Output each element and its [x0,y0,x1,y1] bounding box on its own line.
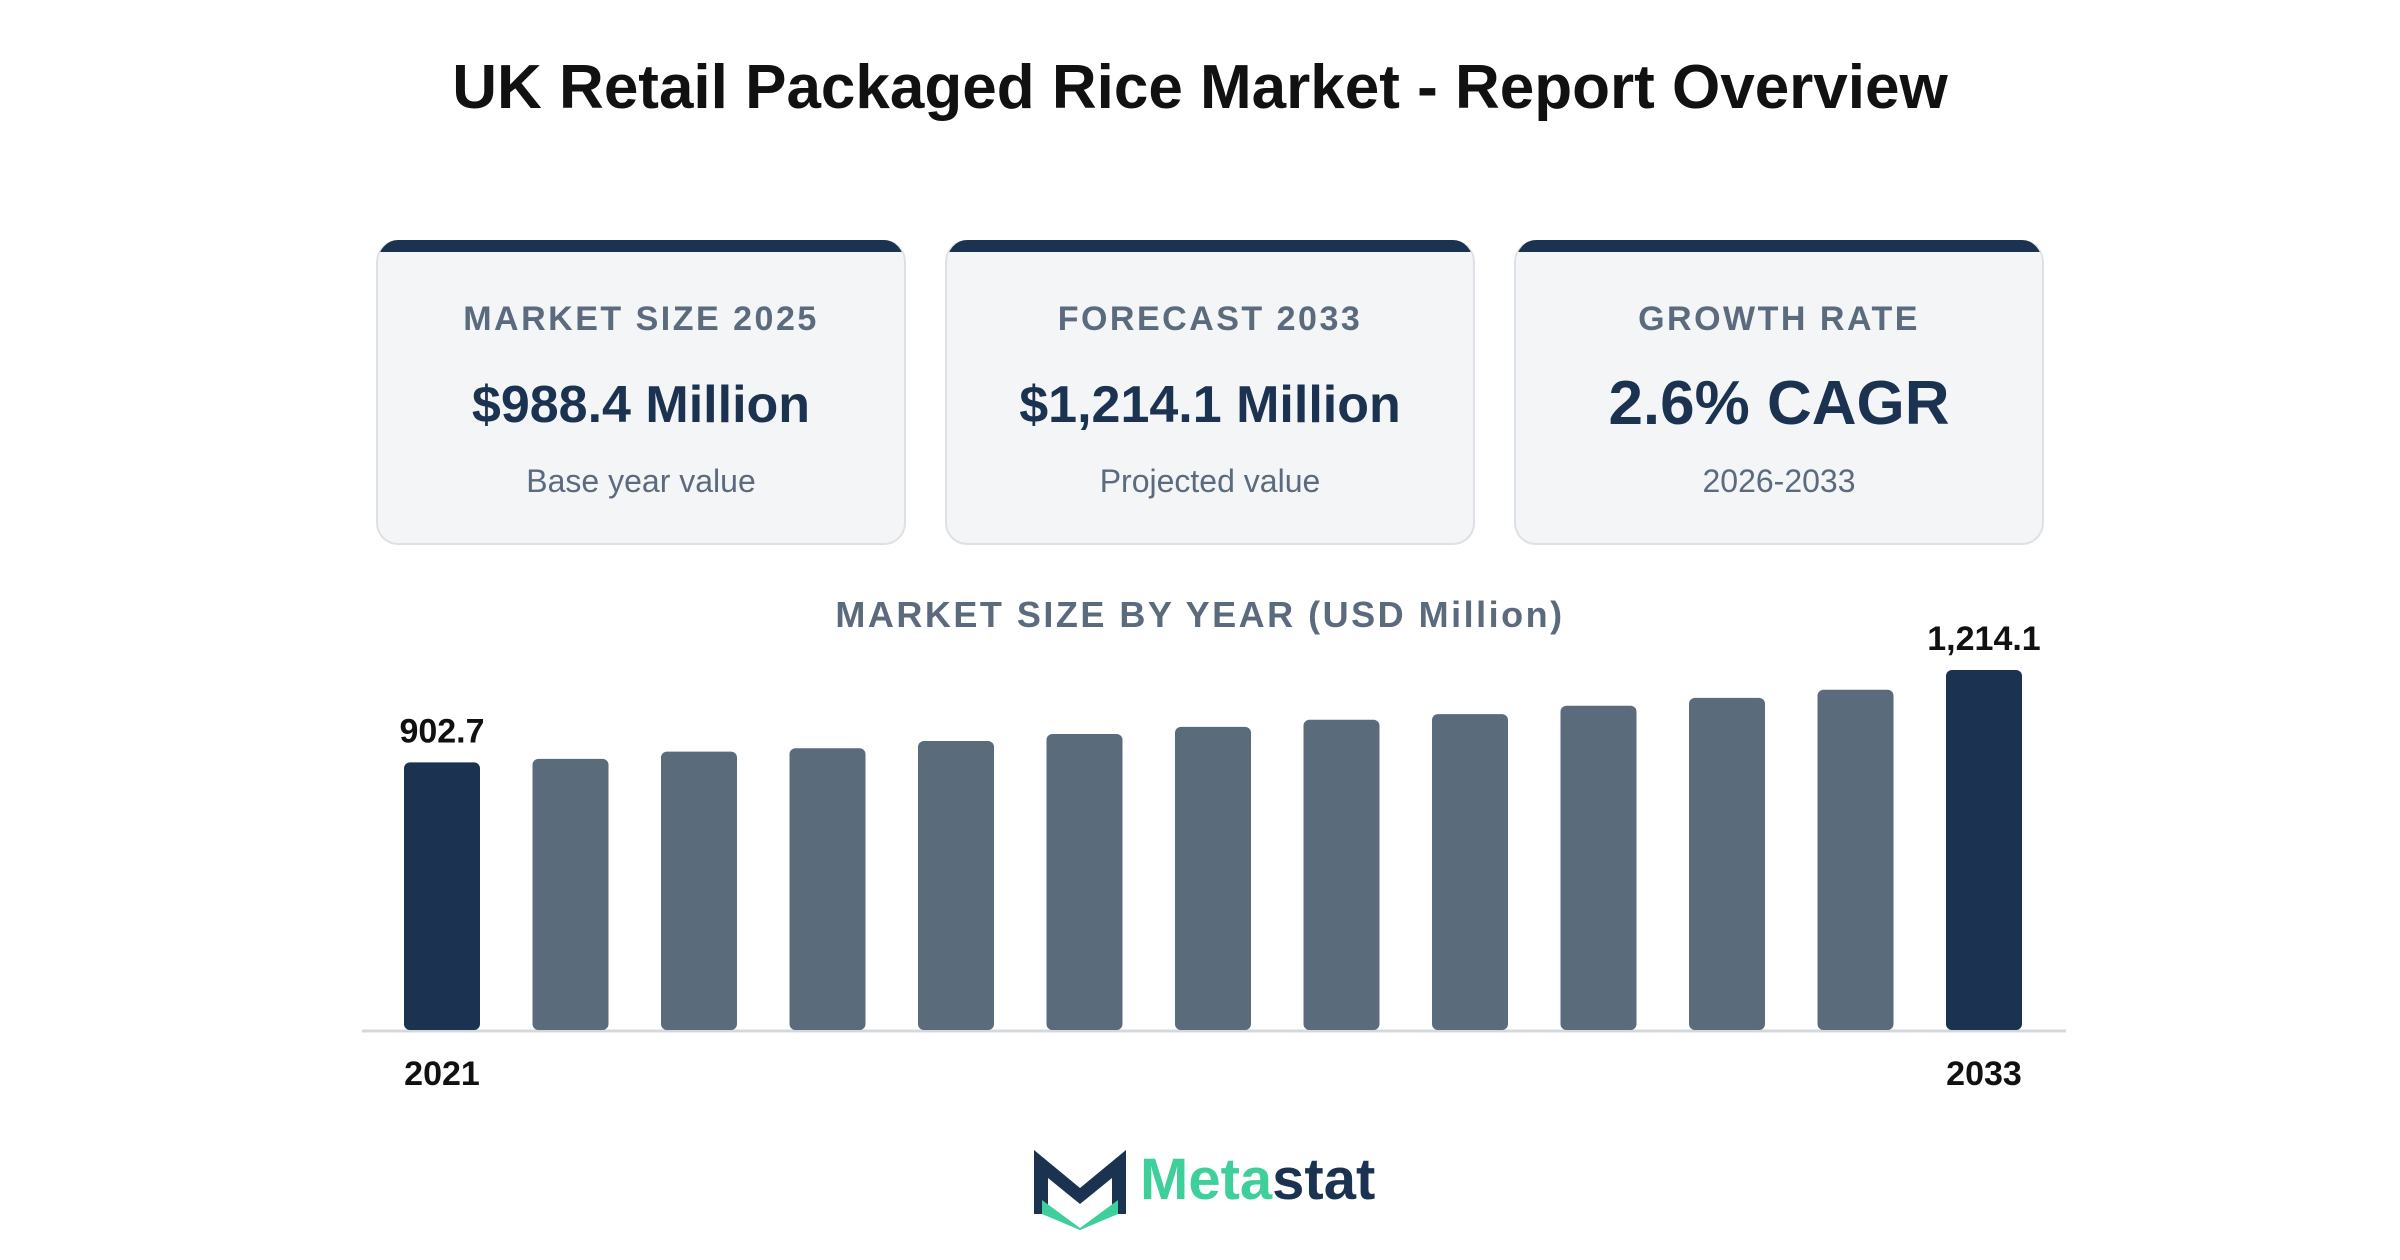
value-label-2021: 902.7 [399,712,484,750]
bar-2032 [1817,689,1894,1030]
logo-text-meta: Meta [1140,1147,1273,1212]
page-title: UK Retail Packaged Rice Market - Report … [452,53,1948,122]
bar-2026 [1046,733,1123,1030]
bar-2030 [1560,705,1637,1030]
bar-2031 [1689,697,1765,1030]
logo-text-stat: stat [1272,1147,1376,1212]
value-label-2033: 1,214.1 [1927,620,2040,658]
card-subtext: Projected value [1099,463,1321,499]
x-tick-label-2021: 2021 [404,1055,480,1093]
x-tick-label-2033: 2033 [1946,1055,2022,1093]
card-accent-bar [947,240,1473,252]
card-subtext: Base year value [526,463,756,499]
card-label: FORECAST 2033 [1057,300,1363,338]
summary-cards: MARKET SIZE 2025 $988.4 Million Base yea… [0,240,2400,545]
bar-2022 [532,758,609,1030]
card-accent-bar [1516,240,2042,252]
card-value: $1,214.1 Million [1019,376,1401,434]
metastat-logo-icon [1034,1150,1126,1230]
card-subtext: 2026-2033 [1702,463,1856,499]
growth-rate-card: GROWTH RATE 2.6% CAGR 2026-2033 [1514,240,2044,545]
card-label: GROWTH RATE [1638,300,1920,338]
bar-2021 [404,762,480,1030]
bar-2028 [1303,719,1380,1030]
bar-2024 [789,748,866,1030]
bar-2027 [1175,726,1251,1030]
bar-2023 [661,751,737,1030]
card-value: 2.6% CAGR [1608,369,1950,438]
chart-title: MARKET SIZE BY YEAR (USD Million) [835,594,1565,635]
bar-2029 [1432,714,1508,1030]
metastat-logo-text: Metastat [1140,1146,1375,1213]
bar-2025 [918,741,994,1030]
card-accent-bar [378,240,904,252]
market-size-card: MARKET SIZE 2025 $988.4 Million Base yea… [376,240,906,545]
card-label: MARKET SIZE 2025 [463,300,819,338]
metastat-logo: Metastat [1030,1140,1410,1230]
card-value: $988.4 Million [471,376,811,434]
bar-2033 [1946,670,2022,1030]
market-size-bar-chart: 902.7 2021 1,214.1 2033 [362,620,2066,1093]
forecast-card: FORECAST 2033 $1,214.1 Million Projected… [945,240,1475,545]
